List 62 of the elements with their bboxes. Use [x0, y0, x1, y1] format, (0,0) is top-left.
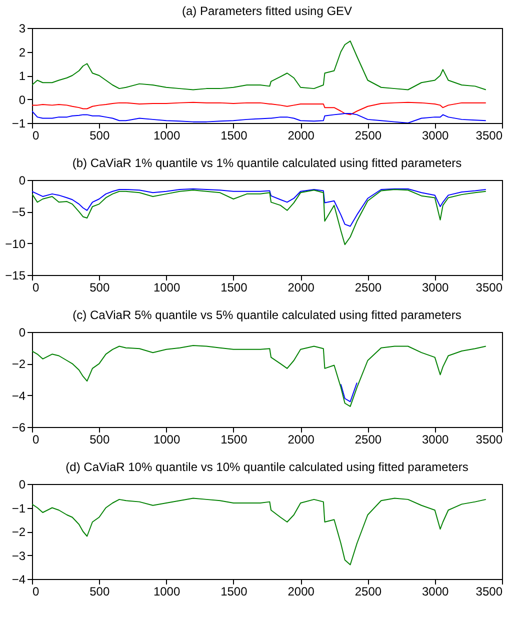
y-tick-label: −1: [12, 501, 26, 516]
x-tick-label: 2500: [354, 128, 382, 142]
line-series: [32, 188, 486, 227]
x-tick-label: 500: [90, 432, 110, 446]
line-series: [32, 110, 486, 123]
x-tick-label: 2500: [354, 280, 382, 294]
y-tick-label: −6: [12, 420, 26, 434]
x-tick-label: 0: [32, 128, 40, 142]
x-tick-label: 1500: [220, 280, 248, 294]
x-tick-label: 1500: [220, 128, 248, 142]
line-series: [32, 344, 486, 407]
x-tick-label: 1000: [153, 128, 180, 142]
y-tick-label: 0: [18, 92, 26, 107]
y-tick-label: 0: [18, 478, 26, 492]
y-tick-label: −1: [12, 116, 26, 130]
x-tick-label: 0: [32, 432, 40, 446]
y-tick-label: −3: [12, 548, 26, 563]
x-tick-label: 1000: [153, 584, 180, 598]
y-tick-label: −5: [12, 205, 26, 220]
chart-title: (d) CaViaR 10% quantile vs 10% quantile calculated using fitted parameters: [66, 460, 468, 474]
y-tick-label: 0: [18, 326, 26, 340]
x-tick-label: 1000: [153, 432, 180, 446]
y-tick-label: 1: [18, 69, 26, 83]
line-series: [32, 498, 486, 566]
x-tick-label: 2500: [354, 584, 382, 598]
y-tick-label: 3: [18, 22, 26, 36]
x-tick-label: 3500: [476, 432, 503, 446]
x-tick-label: 1500: [220, 584, 248, 598]
line-series: [340, 382, 358, 402]
y-tick-label: −2: [12, 525, 26, 539]
line-series: [32, 189, 486, 246]
y-tick-label: −2: [12, 357, 26, 372]
x-tick-label: 0: [32, 584, 40, 598]
x-tick-label: 3000: [422, 584, 450, 598]
x-tick-label: 500: [90, 280, 110, 294]
y-tick-label: −4: [12, 388, 26, 403]
x-tick-label: 3000: [422, 432, 450, 446]
x-tick-label: 2000: [288, 128, 315, 142]
x-tick-label: 3500: [476, 280, 503, 294]
x-tick-label: 2000: [288, 584, 315, 598]
y-tick-label: −10: [5, 236, 26, 251]
y-tick-label: −15: [5, 268, 26, 282]
x-tick-label: 3000: [422, 280, 450, 294]
line-series: [32, 102, 486, 116]
chart-title: (c) CaViaR 5% quantile vs 5% quantile calculated using fitted parameters: [72, 308, 462, 322]
y-tick-label: 0: [18, 174, 26, 188]
y-tick-label: −4: [12, 572, 26, 586]
x-tick-label: 3500: [476, 584, 503, 598]
y-tick-label: 2: [18, 45, 26, 60]
chart-title: (a) Parameters fitted using GEV: [182, 4, 352, 18]
chart-title: (b) CaViaR 1% quantile vs 1% quantile calculated using fitted parameters: [72, 156, 462, 170]
x-tick-label: 2000: [288, 280, 315, 294]
x-tick-label: 2000: [288, 432, 315, 446]
x-tick-label: 3500: [476, 128, 503, 142]
x-tick-label: 1000: [153, 280, 180, 294]
x-tick-label: 0: [32, 280, 40, 294]
x-tick-label: 3000: [422, 128, 450, 142]
x-tick-label: 500: [90, 128, 110, 142]
x-tick-label: 1500: [220, 432, 248, 446]
x-tick-label: 2500: [354, 432, 382, 446]
line-series: [32, 40, 486, 90]
x-tick-label: 500: [90, 584, 110, 598]
